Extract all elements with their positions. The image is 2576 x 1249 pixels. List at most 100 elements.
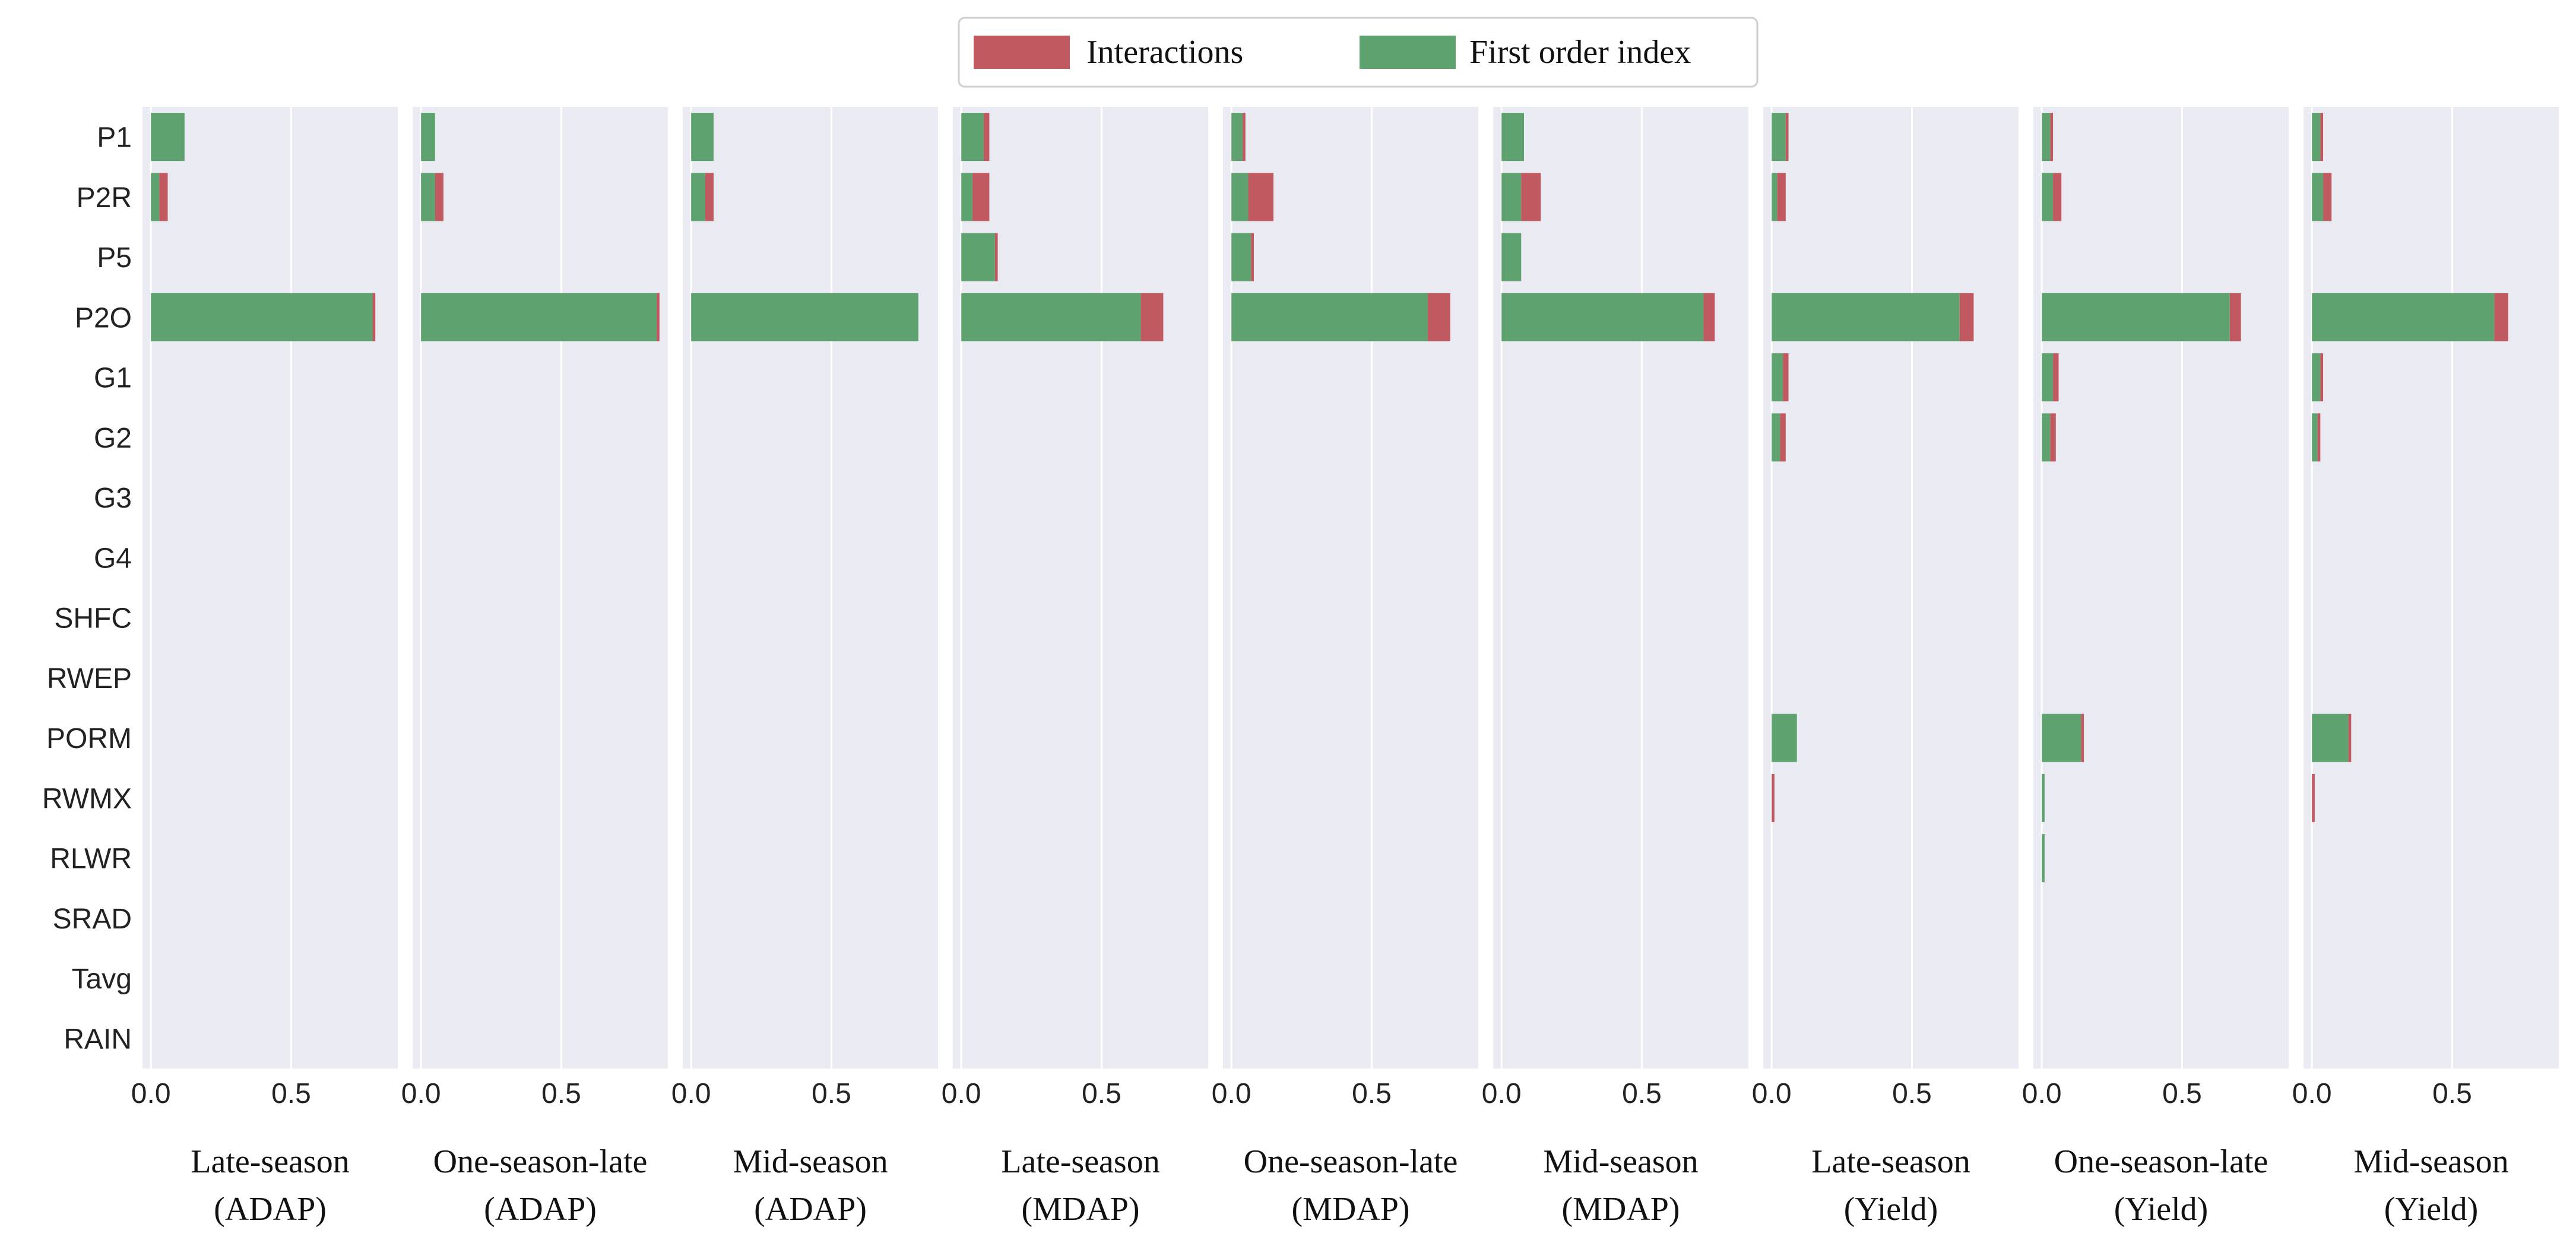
bar-interactions-p2o [1703, 293, 1715, 341]
bar-first-order-p2r [2042, 173, 2054, 221]
bar-interactions-g2 [1780, 413, 1786, 462]
bar-first-order-g2 [2042, 413, 2051, 462]
bar-first-order-rwmx [2042, 774, 2045, 822]
legend-swatch-interactions [974, 36, 1070, 69]
bar-first-order-p2r [421, 173, 435, 221]
panel-title-line2: (ADAP) [754, 1191, 867, 1228]
y-tick-label: P2O [75, 302, 132, 334]
panel-title-line1: Mid-season [2353, 1143, 2508, 1180]
bar-first-order-p2r [691, 173, 705, 221]
bar-first-order-p2o [151, 293, 373, 341]
bar-first-order-p2o [1772, 293, 1960, 341]
x-tick-label: 0.5 [812, 1078, 851, 1109]
bar-interactions-p2o [657, 293, 660, 341]
bar-interactions-p2o [1427, 293, 1450, 341]
panel-background [1223, 107, 1478, 1069]
bar-first-order-rlwr [2042, 834, 2045, 883]
x-tick-label: 0.5 [1622, 1078, 1662, 1109]
panel-title-line2: (Yield) [2114, 1191, 2209, 1228]
bar-interactions-g1 [2053, 353, 2059, 402]
bar-first-order-porm [2312, 714, 2349, 762]
bar-first-order-p2o [961, 293, 1141, 341]
panel-title-line1: One-season-late [2054, 1143, 2268, 1180]
bar-first-order-p2r [151, 173, 160, 221]
panel-5: 0.0 0.5 One-season-late (MDAP) [1212, 107, 1478, 1228]
x-tick-label: 0.0 [1212, 1078, 1251, 1109]
y-tick-label: Tavg [72, 963, 132, 995]
x-tick-label: 0.0 [671, 1078, 711, 1109]
x-tick-label: 0.5 [541, 1078, 581, 1109]
bar-interactions-p2o [2494, 293, 2508, 341]
y-tick-label: G4 [94, 543, 132, 574]
bar-first-order-p1 [1501, 113, 1524, 161]
y-tick-label: PORM [46, 723, 132, 755]
legend-label-first-order: First order index [1469, 34, 1691, 71]
bar-first-order-p2r [2312, 173, 2324, 221]
panel-4: 0.0 0.5 Late-season (MDAP) [942, 107, 1208, 1228]
x-tick-label: 0.0 [2022, 1078, 2062, 1109]
bar-interactions-rwmx [2312, 774, 2315, 822]
y-tick-label: RWEP [47, 663, 132, 695]
y-tick-label: G3 [94, 483, 132, 514]
panel-title-line1: Mid-season [1543, 1143, 1698, 1180]
x-tick-label: 0.0 [1752, 1078, 1792, 1109]
y-tick-label: P2R [77, 182, 132, 214]
x-tick-label: 0.0 [2292, 1078, 2332, 1109]
y-tick-label: G1 [94, 363, 132, 394]
legend-label-interactions: Interactions [1086, 34, 1243, 71]
bar-first-order-p1 [151, 113, 185, 161]
bar-interactions-p2r [2323, 173, 2332, 221]
panel-9: 0.0 0.5 Mid-season (Yield) [2292, 107, 2559, 1228]
panel-6: 0.0 0.5 Mid-season (MDAP) [1482, 107, 1748, 1228]
bar-first-order-p1 [421, 113, 435, 161]
bar-interactions-p2r [2053, 173, 2062, 221]
bar-interactions-p2r [1777, 173, 1786, 221]
panel-3: 0.0 0.5 Mid-season (ADAP) [671, 107, 938, 1228]
bar-first-order-p5 [1501, 233, 1522, 281]
panel-background [413, 107, 668, 1069]
bar-interactions-p1 [2320, 113, 2324, 161]
panel-8: 0.0 0.5 One-season-late (Yield) [2022, 107, 2289, 1228]
bar-interactions-p5 [994, 233, 998, 281]
bar-first-order-p2o [691, 293, 918, 341]
bar-interactions-p2o [2229, 293, 2241, 341]
bar-interactions-p2o [372, 293, 376, 341]
x-tick-label: 0.5 [271, 1078, 311, 1109]
x-tick-label: 0.0 [942, 1078, 981, 1109]
x-tick-label: 0.0 [1482, 1078, 1522, 1109]
x-tick-label: 0.0 [131, 1078, 171, 1109]
bar-interactions-g2 [2050, 413, 2056, 462]
bar-interactions-p2r [972, 173, 990, 221]
panel-background [142, 107, 398, 1069]
panel-background [683, 107, 938, 1069]
panel-background [2303, 107, 2559, 1069]
bar-first-order-p2r [1231, 173, 1249, 221]
bar-first-order-g2 [2312, 413, 2318, 462]
panel-title-line1: Late-season [1811, 1143, 1970, 1180]
bar-interactions-rwmx [1772, 774, 1775, 822]
bar-interactions-p2r [435, 173, 443, 221]
bar-first-order-p2o [421, 293, 657, 341]
x-tick-label: 0.5 [2432, 1078, 2472, 1109]
bar-interactions-porm [2348, 714, 2352, 762]
bar-first-order-p1 [1772, 113, 1786, 161]
x-tick-label: 0.5 [1082, 1078, 1121, 1109]
bar-interactions-g1 [1783, 353, 1789, 402]
bar-first-order-p1 [2312, 113, 2321, 161]
bar-first-order-p2o [2042, 293, 2230, 341]
panel-title-line1: Mid-season [733, 1143, 888, 1180]
bar-interactions-p1 [1243, 113, 1246, 161]
bar-interactions-p1 [1785, 113, 1789, 161]
y-tick-label: G2 [94, 423, 132, 454]
bar-first-order-p1 [961, 113, 984, 161]
bar-first-order-p2r [1772, 173, 1777, 221]
x-tick-label: 0.5 [1352, 1078, 1392, 1109]
bar-interactions-porm [2081, 714, 2084, 762]
panel-title-line2: (ADAP) [214, 1191, 327, 1228]
panel-background [1493, 107, 1748, 1069]
panel-title-line2: (MDAP) [1291, 1191, 1409, 1228]
panel-title-line1: One-season-late [1244, 1143, 1458, 1180]
y-tick-label: RWMX [42, 783, 132, 814]
